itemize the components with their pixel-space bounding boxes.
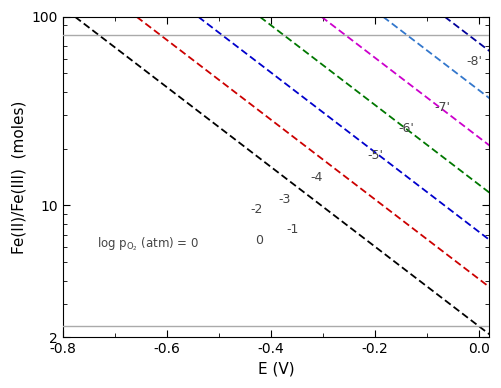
Text: -6': -6' [398, 122, 413, 135]
Y-axis label: Fe(II)/Fe(III)  (moles): Fe(II)/Fe(III) (moles) [11, 100, 26, 254]
Text: log p$_{\mathregular{O_2}}$ (atm) = 0: log p$_{\mathregular{O_2}}$ (atm) = 0 [97, 236, 198, 253]
Text: -3: -3 [278, 193, 291, 206]
Text: -2: -2 [249, 203, 262, 216]
Text: -7': -7' [434, 101, 450, 114]
Text: -5': -5' [366, 149, 382, 161]
X-axis label: E (V): E (V) [258, 362, 294, 377]
Text: 0: 0 [255, 234, 263, 247]
Text: -1: -1 [286, 223, 299, 236]
Text: -8': -8' [465, 55, 481, 68]
Text: -4: -4 [309, 171, 322, 184]
